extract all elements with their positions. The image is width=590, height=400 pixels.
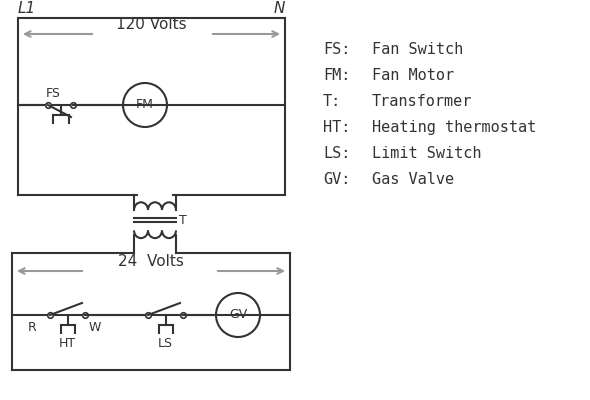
- Text: N: N: [274, 1, 285, 16]
- Text: HT: HT: [59, 337, 76, 350]
- Text: 120 Volts: 120 Volts: [116, 17, 187, 32]
- Text: LS: LS: [158, 337, 173, 350]
- Text: R: R: [28, 321, 37, 334]
- Text: Gas Valve: Gas Valve: [372, 172, 454, 187]
- Text: Heating thermostat: Heating thermostat: [372, 120, 536, 135]
- Text: FM:: FM:: [323, 68, 350, 83]
- Text: Fan Switch: Fan Switch: [372, 42, 463, 57]
- Text: FM: FM: [136, 98, 154, 112]
- Text: Limit Switch: Limit Switch: [372, 146, 481, 161]
- Text: L1: L1: [18, 1, 36, 16]
- Text: W: W: [89, 321, 101, 334]
- Text: HT:: HT:: [323, 120, 350, 135]
- Text: FS: FS: [46, 87, 61, 100]
- Text: FS:: FS:: [323, 42, 350, 57]
- Text: Fan Motor: Fan Motor: [372, 68, 454, 83]
- Text: GV:: GV:: [323, 172, 350, 187]
- Text: T: T: [179, 214, 187, 227]
- Text: Transformer: Transformer: [372, 94, 473, 109]
- Text: GV: GV: [229, 308, 247, 322]
- Text: 24  Volts: 24 Volts: [118, 254, 184, 269]
- Text: T:: T:: [323, 94, 341, 109]
- Text: LS:: LS:: [323, 146, 350, 161]
